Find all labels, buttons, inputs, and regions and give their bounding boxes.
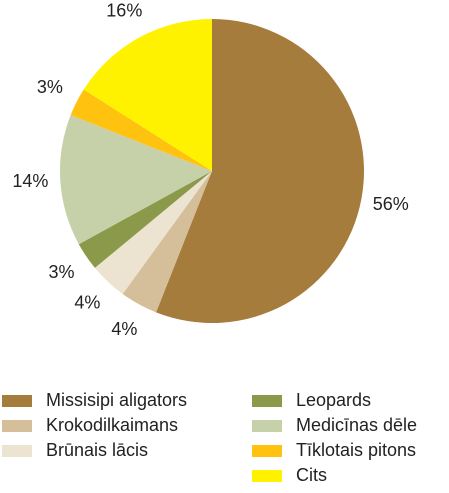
legend-swatch [252, 470, 282, 482]
legend-label: Brūnais lācis [46, 440, 148, 460]
pie-slice [94, 171, 212, 294]
legend-swatch [252, 395, 282, 407]
legend-label: Medicīnas dēle [296, 415, 417, 435]
slice-label: 4% [111, 319, 137, 339]
legend-swatch [252, 420, 282, 432]
legend-label: Cits [296, 465, 327, 485]
pie-slice [70, 89, 212, 171]
legend-label: Krokodilkaimans [46, 415, 178, 435]
slice-label: 3% [37, 77, 63, 97]
slice-label: 14% [12, 171, 48, 191]
pie-slice [78, 171, 212, 268]
pie-slice [122, 171, 212, 313]
legend-swatch [2, 420, 32, 432]
legend-label: Tīklotais pitons [296, 440, 416, 460]
legend-swatch [2, 445, 32, 457]
pie-slice [60, 115, 212, 245]
slice-label: 4% [74, 292, 100, 312]
slice-label: 3% [48, 262, 74, 282]
legend-swatch [2, 395, 32, 407]
pie-slice [83, 19, 212, 171]
legend-label: Missisipi aligators [46, 390, 187, 410]
pie-slice [156, 19, 364, 323]
slice-label: 16% [106, 0, 142, 20]
slice-label: 56% [373, 194, 409, 214]
legend-swatch [252, 445, 282, 457]
legend-label: Leopards [296, 390, 371, 410]
